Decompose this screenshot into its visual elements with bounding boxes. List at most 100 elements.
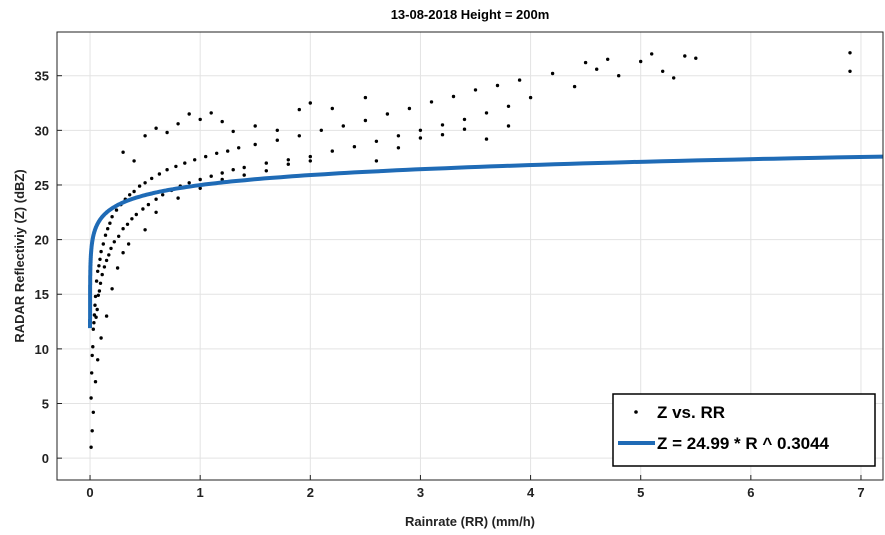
scatter-point [94, 279, 99, 283]
scatter-point [286, 158, 290, 162]
scatter-point [341, 124, 345, 128]
scatter-point [183, 161, 187, 165]
scatter-point [198, 117, 202, 122]
scatter-point [98, 281, 103, 285]
scatter-point [473, 88, 478, 92]
scatter-point [143, 134, 147, 138]
scatter-point [112, 240, 117, 244]
scatter-point [418, 136, 423, 140]
scatter-point [93, 380, 98, 384]
scatter-point [161, 193, 165, 197]
scatter-point [132, 159, 136, 163]
scatter-point [198, 177, 202, 182]
scatter-point [143, 228, 147, 232]
scatter-point [141, 207, 145, 211]
scatter-point [418, 128, 423, 132]
scatter-point [396, 134, 401, 138]
scatter-point [253, 142, 257, 147]
y-tick-label: 15 [35, 287, 49, 302]
scatter-point [517, 78, 522, 82]
scatter-point [204, 154, 208, 159]
scatter-point [187, 181, 191, 185]
y-tick-label: 5 [42, 397, 49, 412]
scatter-point [165, 168, 169, 172]
scatter-point [848, 69, 852, 74]
scatter-point [89, 396, 93, 400]
scatter-point [107, 253, 111, 257]
scatter-point [176, 122, 180, 126]
scatter-point [583, 60, 588, 65]
scatter-point [363, 95, 368, 100]
scatter-point [220, 171, 224, 175]
x-tick-label: 5 [637, 485, 644, 500]
scatter-point [91, 410, 96, 414]
scatter-point [639, 59, 643, 64]
scatter-point [90, 429, 94, 433]
scatter-point [99, 249, 103, 254]
scatter-point [95, 307, 99, 312]
scatter-point [253, 124, 257, 128]
scatter-point [396, 146, 401, 150]
scatter-point [91, 327, 96, 331]
scatter-point [264, 161, 268, 165]
scatter-point [650, 52, 654, 56]
scatter-point [330, 106, 334, 111]
fit-line [88, 154, 884, 329]
legend-label-scatter: Z vs. RR [657, 403, 725, 422]
scatter-point [137, 184, 142, 188]
scatter-point [237, 146, 241, 150]
scatter-point [101, 242, 106, 246]
scatter-point [308, 159, 312, 163]
y-axis-label: RADAR Reflectiviy (Z) (dBZ) [12, 169, 27, 342]
scatter-point [99, 336, 103, 340]
scatter-point [231, 168, 235, 172]
scatter-point [125, 222, 130, 226]
scatter-point [96, 358, 100, 362]
scatter-point [154, 126, 158, 130]
legend-marker-scatter [634, 410, 638, 414]
scatter-point [154, 197, 158, 201]
scatter-point [121, 150, 125, 154]
scatter-point [98, 257, 102, 261]
scatter-point [683, 54, 687, 58]
y-tick-label: 35 [35, 69, 49, 84]
x-tick-label: 6 [747, 485, 754, 500]
scatter-point [134, 212, 138, 217]
scatter-point [363, 118, 368, 123]
scatter-point [130, 217, 134, 221]
chart-title: 13-08-2018 Height = 200m [391, 7, 550, 22]
scatter-point [97, 264, 101, 268]
scatter-point [385, 112, 390, 116]
scatter-point [146, 202, 151, 207]
scatter-point [231, 129, 235, 134]
scatter-point [93, 294, 98, 299]
x-tick-label: 4 [527, 485, 535, 500]
y-axis-ticks: 0 5 10 15 20 25 30 35 [35, 69, 62, 466]
scatter-point [132, 189, 136, 194]
scatter-point [484, 137, 489, 141]
scatter-point [506, 124, 511, 128]
y-tick-label: 20 [35, 233, 49, 248]
scatter-point [242, 165, 246, 170]
scatter-point [848, 51, 852, 55]
scatter-point [275, 128, 279, 132]
scatter-point [440, 123, 445, 127]
y-tick-label: 0 [42, 451, 49, 466]
scatter-point [407, 106, 412, 111]
y-tick-label: 25 [35, 178, 49, 193]
scatter-point [96, 269, 100, 273]
plot-frame [56, 31, 884, 481]
scatter-point [96, 293, 101, 297]
scatter-point [114, 208, 119, 212]
scatter-point [100, 272, 104, 277]
scatter-point [193, 158, 197, 162]
scatter-point [374, 139, 379, 143]
x-tick-label: 1 [197, 485, 204, 500]
x-tick-label: 3 [417, 485, 424, 500]
scatter-point [94, 315, 98, 319]
scatter-point [150, 176, 154, 181]
scatter-point [440, 133, 445, 137]
scatter-point [286, 162, 290, 166]
legend: Z vs. RR Z = 24.99 * R ^ 0.3044 [612, 393, 876, 467]
